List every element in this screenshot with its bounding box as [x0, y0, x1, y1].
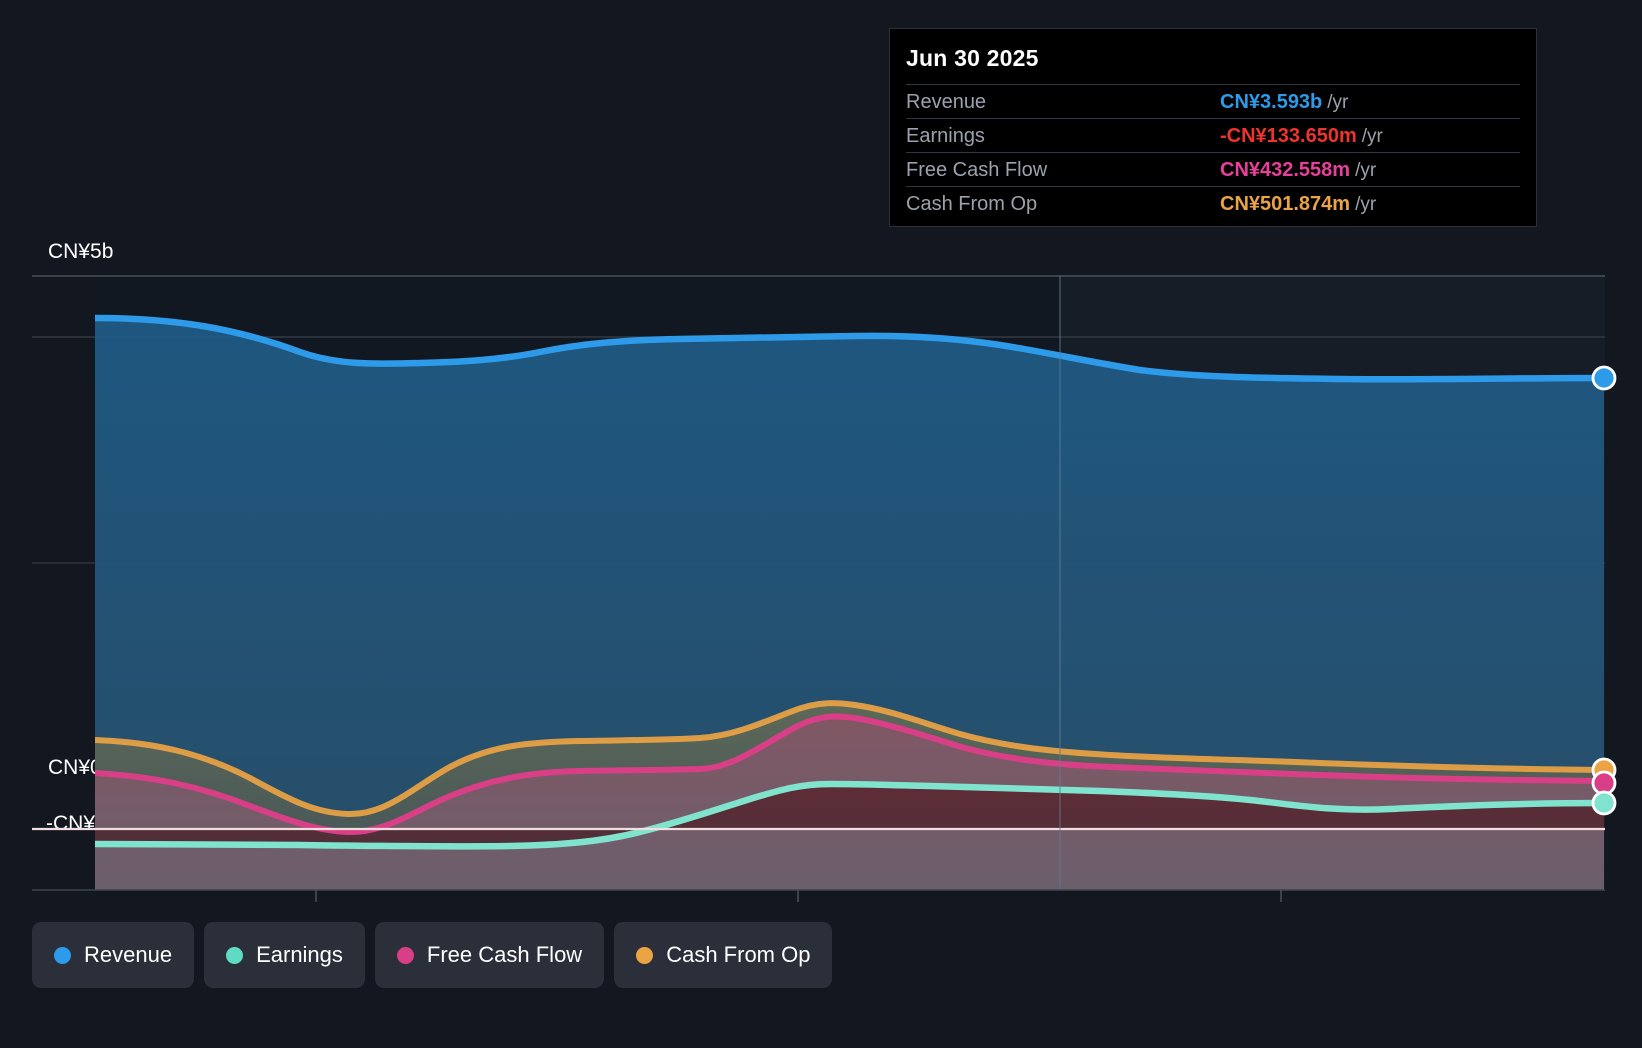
legend-label-earnings: Earnings	[256, 942, 343, 967]
y-axis-label-top: CN¥5b	[48, 240, 114, 263]
tooltip-value-revenue: CN¥3.593b	[1220, 91, 1323, 113]
tooltip-row-free-cash-flow: Free Cash Flow CN¥432.558m/yr	[906, 152, 1520, 186]
legend-label-revenue: Revenue	[84, 942, 173, 967]
tooltip-label-earnings: Earnings	[906, 125, 985, 147]
legend-dot-revenue-icon	[54, 946, 71, 964]
line-free-cash-flow	[95, 713, 1605, 836]
tooltip-label-free-cash-flow: Free Cash Flow	[906, 159, 1048, 181]
line-earnings	[95, 780, 1605, 850]
tooltip-unit-revenue: /yr	[1327, 92, 1349, 113]
legend-dot-free-cash-flow-icon	[396, 946, 414, 964]
y-axis-label-zero: CN¥0	[48, 756, 102, 779]
legend-label-cash-from-op: Cash From Op	[666, 942, 811, 967]
end-marker-earnings	[1591, 790, 1617, 816]
tooltip-value-earnings: -CN¥133.650m	[1220, 125, 1357, 147]
tooltip-value-wrap-free-cash-flow: CN¥432.558m/yr	[1220, 159, 1520, 182]
tooltip-value-cash-from-op: CN¥501.874m	[1220, 193, 1351, 215]
legend-item-revenue[interactable]: Revenue	[32, 922, 195, 988]
end-point-markers	[1591, 365, 1617, 816]
tooltip-row-revenue: Revenue CN¥3.593b/yr	[906, 84, 1520, 118]
legend-dot-cash-from-op-icon	[636, 946, 654, 964]
tooltip-row-earnings: Earnings -CN¥133.650m/yr	[906, 118, 1520, 152]
tooltip-value-free-cash-flow: CN¥432.558m	[1220, 159, 1351, 181]
legend-label-free-cash-flow: Free Cash Flow	[426, 942, 583, 967]
tooltip-date: Jun 30 2025	[906, 45, 1039, 71]
series-tooltip: Jun 30 2025 Revenue CN¥3.593b/yr Earning…	[889, 28, 1537, 227]
tooltip-label-cash-from-op: Cash From Op	[906, 193, 1038, 215]
line-cash-from-op	[95, 700, 1605, 818]
line-revenue	[95, 314, 1605, 383]
legend-item-cash-from-op[interactable]: Cash From Op	[614, 922, 833, 988]
tooltip-value-wrap-earnings: -CN¥133.650m/yr	[1220, 125, 1520, 148]
legend-item-earnings[interactable]: Earnings	[204, 922, 365, 988]
legend-dot-earnings-icon	[226, 946, 244, 964]
tooltip-value-wrap-cash-from-op: CN¥501.874m/yr	[1220, 193, 1520, 216]
tooltip-row-cash-from-op: Cash From Op CN¥501.874m/yr	[906, 186, 1520, 220]
end-marker-revenue	[1591, 365, 1617, 391]
tooltip-unit-cash-from-op: /yr	[1355, 194, 1377, 215]
series-area-revenue	[95, 318, 1604, 890]
chart-legend: Revenue Earnings Free Cash Flow Cash Fro…	[32, 922, 833, 988]
series-lines	[95, 314, 1605, 850]
legend-item-free-cash-flow[interactable]: Free Cash Flow	[374, 922, 605, 988]
x-axis-ticks	[315, 890, 1282, 902]
tooltip-label-revenue: Revenue	[906, 91, 987, 113]
tooltip-unit-earnings: /yr	[1361, 126, 1383, 147]
tooltip-value-wrap-revenue: CN¥3.593b/yr	[1220, 91, 1520, 114]
tooltip-unit-free-cash-flow: /yr	[1355, 160, 1377, 181]
